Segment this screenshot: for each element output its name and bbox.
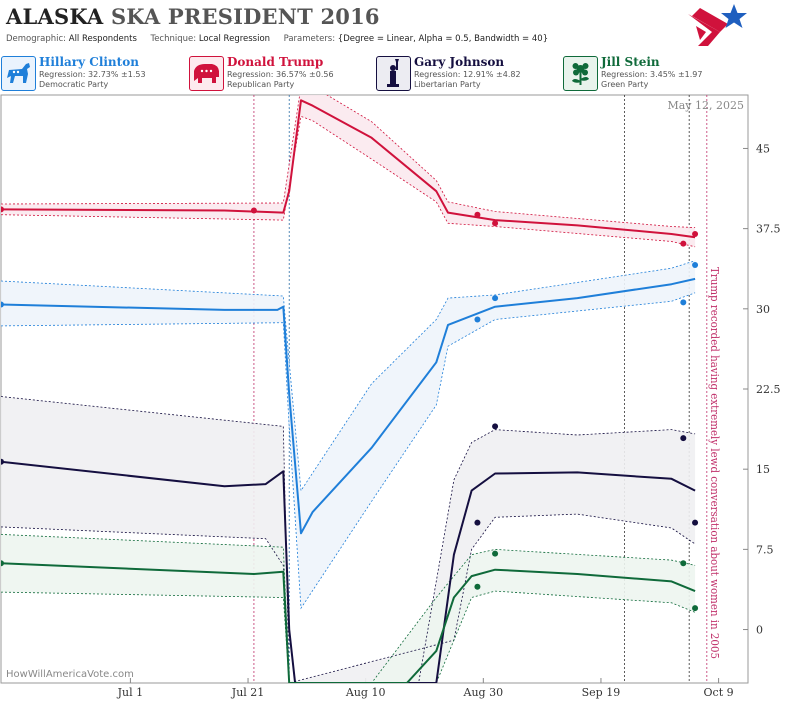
poll-point [474, 519, 481, 526]
regression-value: Regression: 3.45% ±1.97 [601, 70, 703, 79]
technique-label: Technique: [150, 34, 197, 44]
y-tick-label: 45 [756, 142, 770, 155]
legend-item-johnson: Gary Johnson Regression: 12.91% ±4.82 Li… [375, 52, 561, 92]
demographic-label: Demographic: [6, 34, 67, 44]
chart-date-label: May 12, 2025 [667, 99, 744, 112]
poll-point [680, 299, 687, 306]
upper-bound-line [1, 534, 696, 683]
poll-point [474, 583, 481, 590]
candidate-name: Gary Johnson [414, 55, 505, 69]
x-tick-label: Aug 30 [463, 686, 504, 699]
x-tick-label: Jul 1 [117, 686, 144, 699]
poll-point [474, 211, 481, 218]
regression-line [1, 277, 696, 535]
parameters-label: Parameters: [283, 34, 336, 44]
poll-point [250, 207, 257, 214]
confidence-band [1, 396, 696, 683]
regression-line [1, 99, 696, 239]
poll-point [492, 423, 499, 430]
legend-item-trump: Donald Trump Regression: 36.57% ±0.56 Re… [188, 52, 374, 92]
x-tick-label: Oct 9 [704, 686, 734, 699]
candidate-legend: Hillary Clinton Regression: 32.73% ±1.53… [0, 52, 789, 94]
star-flag-logo-icon [688, 4, 747, 46]
poll-point [474, 316, 481, 323]
regression-line [1, 460, 696, 683]
poll-point [1, 301, 4, 308]
lower-bound-line [1, 115, 696, 248]
legend-item-clinton: Hillary Clinton Regression: 32.73% ±1.53… [0, 52, 186, 92]
parameters-value: {Degree = Linear, Alpha = 0.5, Bandwidth… [337, 34, 549, 44]
series-group [1, 95, 699, 683]
poll-point [680, 560, 687, 567]
candidate-name: Hillary Clinton [39, 55, 139, 69]
party-name: Green Party [601, 80, 649, 89]
poll-point [1, 560, 4, 567]
poll-point [680, 240, 687, 247]
poll-point [692, 261, 699, 268]
poll-point [492, 220, 499, 227]
poll-point [692, 519, 699, 526]
candidate-name: Jill Stein [601, 55, 660, 69]
candidate-name: Donald Trump [227, 55, 324, 69]
regression-chart: 0 7.5 15 22.5 30 37.5 45 Jul 1 Jul 21 Aug 10 Aug 3… [0, 94, 781, 699]
y-tick-label: 0 [756, 624, 763, 637]
regression-line [1, 562, 696, 683]
demographic-value: All Respondents [68, 34, 137, 44]
poll-point [692, 230, 699, 237]
party-name: Libertarian Party [414, 80, 481, 89]
page-title: ALASKA SKA PRESIDENT 2016 [6, 4, 380, 29]
y-tick-label: 22.5 [756, 383, 781, 396]
party-name: Republican Party [227, 80, 295, 89]
parameters-line: Demographic: All Respondents Technique: … [6, 34, 548, 44]
confidence-band [1, 260, 696, 609]
lower-bound-line [1, 513, 696, 683]
upper-bound-line [1, 95, 696, 228]
title-state: ALASKA [6, 4, 104, 29]
event-annotation: Trump recorded having extremely lewd con… [708, 267, 721, 659]
poll-point [492, 550, 499, 557]
title-race: SKA PRESIDENT 2016 [110, 4, 380, 29]
poll-point [1, 458, 4, 465]
liberty-statue-icon [376, 56, 411, 91]
y-tick-label: 37.5 [756, 223, 781, 236]
legend-item-stein: Jill Stein Regression: 3.45% ±1.97 Green… [562, 52, 748, 92]
watermark-label: HowWillAmericaVote.com [6, 669, 134, 680]
y-tick-label: 7.5 [756, 543, 774, 556]
flower-icon [563, 56, 598, 91]
x-tick-label: Jul 21 [231, 686, 265, 699]
x-tick-label: Aug 10 [345, 686, 386, 699]
poll-point [1, 206, 4, 213]
regression-value: Regression: 12.91% ±4.82 [414, 70, 521, 79]
regression-value: Regression: 36.57% ±0.56 [227, 70, 334, 79]
header: ALASKA SKA PRESIDENT 2016 Demographic: A… [0, 0, 789, 50]
y-tick-label: 15 [756, 463, 770, 476]
poll-point [680, 435, 687, 442]
regression-value: Regression: 32.73% ±1.53 [39, 70, 146, 79]
confidence-band [1, 95, 696, 247]
elephant-icon [189, 56, 224, 91]
party-name: Democratic Party [39, 80, 109, 89]
donkey-icon [1, 56, 36, 91]
lower-bound-line [1, 590, 696, 683]
x-tick-label: Sep 19 [582, 686, 621, 699]
technique-value: Local Regression [198, 34, 271, 44]
poll-point [692, 605, 699, 612]
poll-point [492, 295, 499, 302]
y-tick-label: 30 [756, 303, 770, 316]
